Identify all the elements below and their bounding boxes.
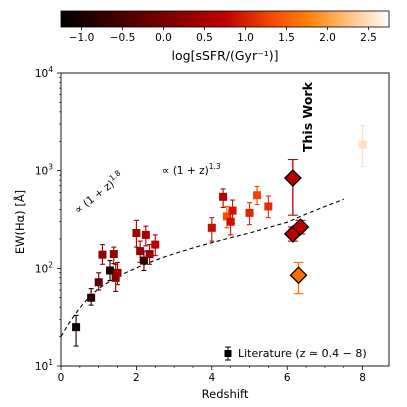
literature-point [228,199,237,224]
trend-curve [61,198,344,337]
literature-point [141,225,150,247]
literature-point [358,124,367,168]
colorbar-gradient [60,10,390,28]
square-marker [94,278,103,287]
square-marker [219,192,228,201]
literature-point [87,288,96,306]
legend: Literature (z ≃ 0.4 − 8) [224,346,367,361]
square-marker [106,266,115,275]
x-axis-label: Redshift [202,387,249,401]
colorbar-tick-label: 1.0 [237,32,254,44]
literature-point [98,244,107,265]
x-tick-label: 2 [133,372,140,384]
y-tick-label: 102 [35,260,53,275]
y-tick-label: 101 [35,358,53,373]
this-work-point [291,218,310,236]
square-marker [245,208,254,217]
square-marker [264,202,273,211]
literature-point [219,188,228,209]
square-marker [228,206,237,215]
colorbar-tick-label: 2.5 [360,32,377,44]
literature-point [113,261,122,286]
y-tick-label: 103 [35,163,53,178]
x-tick-label: 4 [208,372,215,384]
literature-point [109,246,118,265]
diamond-marker [283,169,302,187]
square-marker [87,293,96,302]
square-marker [132,229,141,238]
square-marker [72,323,81,332]
x-tick-label: 0 [58,372,65,384]
square-marker [151,240,160,249]
legend-text: Literature (z ≃ 0.4 − 8) [238,347,367,360]
legend-marker [224,346,232,361]
curve-annotation-13: ∝ (1 + z)1.3 [162,162,221,177]
x-tick-label: 8 [359,372,366,384]
colorbar-tick-label: 1.5 [278,32,295,44]
this-work-point [289,261,308,295]
colorbar-label: log[sSFR/(Gyr⁻¹)] [172,48,279,63]
square-marker [207,223,216,232]
data-marks [72,124,367,347]
square-marker [253,191,262,200]
square-marker [358,140,367,149]
square-marker [139,256,148,265]
colorbar-tick-label: 0.0 [155,32,172,44]
square-marker [109,250,118,259]
colorbar-tick-label: −1.0 [69,32,95,44]
square-marker [141,230,150,239]
this-work-label: This Work [300,81,315,152]
y-axis-label: EW(Hα) [Å] [12,190,27,254]
axes-ticks: 0 2 4 6 8 101 102 103 104 [35,65,366,384]
literature-point [151,234,160,257]
colorbar-ticks: −1.0 −0.5 0.0 0.5 1.0 1.5 2.0 2.5 [69,27,377,44]
literature-point [207,217,216,242]
colorbar-tick-label: 0.5 [196,32,213,44]
literature-point [94,272,103,291]
literature-point [245,202,254,226]
square-marker [111,273,120,282]
square-marker [145,250,154,259]
square-marker [98,250,107,259]
colorbar-tick-label: −0.5 [110,32,136,44]
diamond-marker [291,218,310,236]
square-marker [113,268,122,277]
literature-point [72,314,81,347]
literature-point [264,195,273,219]
literature-point [253,185,262,206]
square-marker [222,212,231,221]
square-marker [226,217,235,226]
diamond-marker [289,266,308,285]
colorbar-tick-label: 2.0 [319,32,336,44]
x-tick-label: 6 [284,372,291,384]
this-work-point [283,158,302,216]
literature-point [132,219,141,248]
y-tick-label: 104 [35,65,53,80]
colorbar: −1.0 −0.5 0.0 0.5 1.0 1.5 2.0 2.5 log[sSFR/(Gyr… [60,10,390,63]
square-marker [136,247,145,256]
